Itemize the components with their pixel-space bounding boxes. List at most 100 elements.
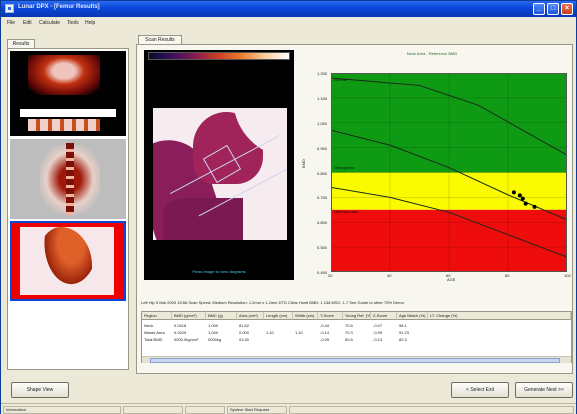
- data-point: [523, 201, 528, 206]
- status-field: [185, 406, 225, 414]
- reference-plot-svg: [330, 72, 568, 273]
- status-field-request: System Start Request: [227, 406, 287, 414]
- table-cell: -0.09: [320, 337, 330, 342]
- y-tick-label: 0.450: [316, 270, 327, 275]
- trochanter: [163, 198, 243, 240]
- table-cell: -0.07: [373, 323, 383, 328]
- table-cell: 1.090: [208, 323, 219, 328]
- menu-edit[interactable]: Edit: [23, 20, 32, 26]
- menu-tools[interactable]: Tools: [67, 20, 79, 26]
- menu-bar: File Edit Calculate Tools Help: [1, 18, 576, 29]
- zone-label-normal: Normal: [334, 77, 347, 82]
- data-point: [517, 193, 522, 198]
- table-cell: 0000.0kg/cm²: [174, 337, 199, 342]
- table-cell: 1.040: [208, 330, 219, 335]
- thumbnail-spine: [66, 143, 74, 215]
- menu-calculate[interactable]: Calculate: [39, 20, 60, 26]
- table-cell: 91.23: [399, 330, 410, 335]
- x-tick-label: 100: [564, 273, 571, 278]
- status-field: [123, 406, 183, 414]
- table-cell: 0.000: [239, 330, 250, 335]
- column-header[interactable]: Area (cm²): [237, 312, 264, 320]
- column-header[interactable]: BMC (g): [206, 312, 237, 320]
- color-scale-bar: [148, 52, 290, 60]
- results-content-panel: Press image to view diagrams Neck Area -…: [136, 44, 573, 374]
- zone-band-normal: [331, 73, 567, 173]
- y-tick-label: 0.650: [316, 220, 327, 226]
- menu-file[interactable]: File: [7, 20, 16, 26]
- column-header[interactable]: T-Score: [318, 312, 343, 320]
- thumbnail-spine-scan[interactable]: [10, 139, 126, 219]
- data-point: [520, 196, 525, 201]
- table-cell: 69.5: [345, 337, 353, 342]
- table-cell: -0.09: [373, 330, 383, 335]
- data-point: [511, 190, 516, 195]
- scan-info-bar: Left Hip 5 Mar 2003 15:56 Scan Speed: Me…: [141, 300, 404, 305]
- close-button[interactable]: ×: [561, 3, 573, 15]
- y-axis-label: BMD: [301, 159, 306, 168]
- view-image-button[interactable]: Shape View: [11, 382, 69, 398]
- results-table: Region BMD (g/cm²) BMC (g) Area (cm²) Length…: [141, 311, 572, 363]
- next-button[interactable]: Generate Next >>: [515, 382, 573, 398]
- y-tick-label: 1.050: [316, 120, 327, 126]
- y-tick-label: 0.850: [316, 170, 327, 176]
- table-cell: 70.5: [345, 323, 353, 328]
- thumbnail-image: [28, 119, 100, 131]
- x-tick-label: 20: [328, 273, 333, 278]
- status-field: [289, 406, 574, 414]
- reference-curve-1: [330, 129, 568, 221]
- reference-graph-panel: Neck Area - Reference BMD BMD 1.250 1.150…: [297, 50, 571, 282]
- column-header[interactable]: Age Match (%): [397, 312, 428, 320]
- thumbnail-image: [28, 55, 100, 95]
- reference-curve-0: [330, 77, 568, 156]
- y-tick-label: 1.250: [316, 71, 327, 76]
- table-cell: 81.62: [239, 323, 250, 328]
- tab-results[interactable]: Results: [7, 39, 35, 48]
- column-header[interactable]: BMD (g/cm²): [172, 312, 206, 320]
- zone-label-osteopenia: Osteopenia: [334, 165, 355, 170]
- table-cell: 0000kg: [208, 337, 222, 342]
- table-cell: -0.44: [320, 323, 330, 328]
- status-bar: Information System Start Request: [1, 403, 576, 414]
- previous-button[interactable]: < Select Exit: [451, 382, 509, 398]
- y-tick-label: 0.550: [316, 245, 327, 251]
- results-horizontal-scrollbar[interactable]: [142, 356, 571, 363]
- thumbnail-hip-scan[interactable]: [10, 51, 126, 136]
- table-cell: Neck: [144, 323, 154, 328]
- x-tick-label: 40: [387, 273, 392, 278]
- table-cell: -0.13: [373, 337, 383, 342]
- scan-image-panel[interactable]: Press image to view diagrams: [144, 50, 294, 280]
- column-header[interactable]: Z-Score: [371, 312, 397, 320]
- x-tick-label: 80: [505, 273, 510, 278]
- app-icon: [5, 4, 14, 13]
- title-bar[interactable]: Lunar DPX - [Femur Results] _ □ ×: [1, 1, 576, 17]
- femur-scan-image[interactable]: [153, 108, 287, 240]
- reference-plot[interactable]: Normal Osteopenia Osteoporosis: [330, 72, 568, 273]
- y-tick-label: 0.750: [316, 195, 327, 201]
- column-header[interactable]: Young Ref. (%): [343, 312, 371, 320]
- status-field-info: Information: [3, 406, 121, 414]
- y-tick-label: 1.150: [316, 95, 327, 101]
- tab-scan-results[interactable]: Scan Results: [138, 35, 182, 44]
- x-axis-label: AGE: [447, 277, 456, 282]
- thumbnail-band: [20, 109, 116, 117]
- menu-help[interactable]: Help: [85, 20, 96, 26]
- minimize-button[interactable]: _: [533, 3, 545, 15]
- scrollbar-thumb[interactable]: [150, 358, 560, 363]
- table-cell: Total BMD: [144, 337, 163, 342]
- table-cell: Wards Area: [144, 330, 165, 335]
- table-cell: 70.3: [345, 330, 353, 335]
- column-header[interactable]: Region: [142, 312, 172, 320]
- table-cell: 0.0425: [174, 330, 187, 335]
- reference-curve-2: [330, 186, 568, 258]
- zone-label-osteoporosis: Osteoporosis: [334, 209, 358, 214]
- thumbnail-femur-scan-selected[interactable]: [10, 221, 126, 301]
- data-point: [532, 204, 537, 209]
- column-header[interactable]: Length (cm): [264, 312, 293, 320]
- table-cell: 1.10: [266, 330, 274, 335]
- column-header[interactable]: LT. Change (%): [428, 312, 571, 320]
- table-cell: 98.1: [399, 323, 407, 328]
- column-header[interactable]: Width (cm): [293, 312, 318, 320]
- maximize-button[interactable]: □: [547, 3, 559, 15]
